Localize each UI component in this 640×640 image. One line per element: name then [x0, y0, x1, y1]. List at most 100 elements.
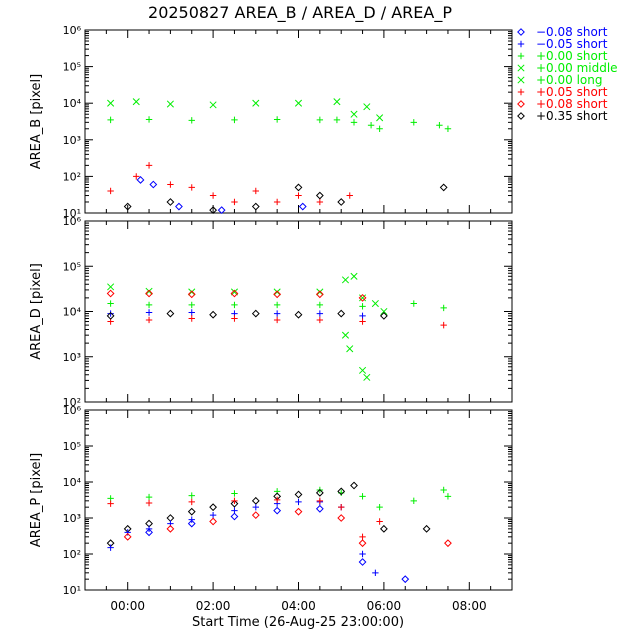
- data-point: [124, 529, 131, 536]
- data-point: [252, 99, 260, 107]
- legend-label: +0.35 short: [536, 109, 608, 123]
- data-point: [188, 492, 195, 499]
- data-point: [145, 301, 153, 309]
- data-point: [209, 206, 218, 215]
- x-tick-label: 08:00: [452, 599, 487, 613]
- data-point: [337, 198, 346, 206]
- y-tick-label: 10⁵: [63, 440, 81, 453]
- data-point: [376, 125, 383, 132]
- data-point: [376, 503, 383, 511]
- data-point: [132, 98, 140, 106]
- data-point: [294, 507, 303, 516]
- data-point: [209, 503, 218, 512]
- data-point: [440, 304, 447, 312]
- data-point: [358, 539, 367, 548]
- data-points: [106, 481, 452, 584]
- data-point: [294, 310, 303, 319]
- data-point: [209, 511, 217, 519]
- data-point: [294, 99, 303, 107]
- data-point: [333, 98, 341, 106]
- data-point: [295, 498, 302, 506]
- legend-marker: [517, 76, 525, 84]
- data-point: [209, 101, 217, 109]
- data-point: [358, 293, 367, 302]
- data-point: [230, 499, 239, 508]
- data-point: [346, 192, 353, 199]
- data-point: [316, 310, 324, 317]
- legend-label: +0.08 short: [536, 97, 608, 111]
- data-point: [367, 122, 375, 129]
- data-point: [231, 198, 238, 206]
- data-point: [359, 303, 366, 310]
- data-point: [166, 198, 175, 206]
- data-point: [350, 119, 358, 126]
- data-point: [379, 524, 388, 533]
- data-point: [359, 312, 366, 320]
- data-point: [294, 490, 303, 499]
- data-points: [107, 98, 452, 215]
- legend-marker: [517, 52, 525, 60]
- data-point: [145, 316, 153, 324]
- data-point: [358, 558, 367, 566]
- data-point: [231, 301, 238, 309]
- panel-3: 10¹ 10² 10³ 10⁴ 10⁵ 10⁶ AREA_P [pixel]: [29, 404, 513, 597]
- data-point: [149, 180, 158, 189]
- data-point: [436, 122, 443, 129]
- data-point: [341, 331, 350, 339]
- data-point: [123, 202, 132, 211]
- data-point: [363, 103, 371, 111]
- data-point: [376, 114, 384, 122]
- y-tick-label: 10³: [63, 351, 81, 364]
- data-point: [350, 481, 358, 490]
- data-point: [252, 187, 259, 195]
- data-point: [187, 519, 196, 528]
- data-point: [316, 288, 324, 296]
- data-point: [107, 310, 114, 317]
- data-point: [337, 309, 346, 318]
- x-tick-label: 06:00: [367, 599, 402, 613]
- data-point: [123, 532, 132, 541]
- data-point: [145, 499, 153, 507]
- data-point: [440, 486, 447, 494]
- legend-label: −0.05 short: [536, 37, 608, 51]
- y-tick-label: 10⁴: [63, 476, 82, 489]
- data-point: [298, 202, 307, 211]
- legend-marker: [517, 112, 525, 120]
- data-point: [175, 202, 183, 211]
- data-point: [107, 116, 114, 124]
- data-point: [188, 315, 195, 322]
- data-point: [376, 518, 383, 525]
- data-point: [444, 539, 452, 548]
- data-point: [145, 287, 153, 295]
- data-point: [106, 311, 115, 320]
- data-point: [217, 206, 226, 215]
- data-point: [252, 503, 259, 511]
- data-point: [145, 289, 153, 298]
- data-point: [273, 310, 281, 317]
- data-point: [295, 192, 302, 199]
- y-tick-label: 10⁴: [63, 97, 82, 110]
- data-point: [133, 173, 140, 180]
- x-tick-label: 02:00: [196, 599, 231, 613]
- data-point: [315, 191, 324, 200]
- data-point: [187, 290, 196, 299]
- y-tick-label: 10⁵: [63, 61, 81, 74]
- data-point: [346, 345, 354, 353]
- data-point: [359, 533, 366, 541]
- data-point: [209, 192, 217, 199]
- y-tick-label: 10⁶: [63, 24, 82, 37]
- data-point: [372, 569, 379, 577]
- data-point: [107, 99, 115, 107]
- data-point: [231, 315, 238, 322]
- data-point: [187, 507, 196, 516]
- data-point: [337, 514, 346, 522]
- data-point: [316, 198, 324, 206]
- data-point: [379, 311, 388, 320]
- data-point: [341, 276, 350, 284]
- data-point: [273, 301, 281, 309]
- legend-label: +0.05 short: [536, 85, 608, 99]
- data-point: [166, 524, 175, 533]
- data-point: [106, 289, 115, 298]
- data-point: [145, 309, 153, 316]
- data-point: [145, 116, 153, 123]
